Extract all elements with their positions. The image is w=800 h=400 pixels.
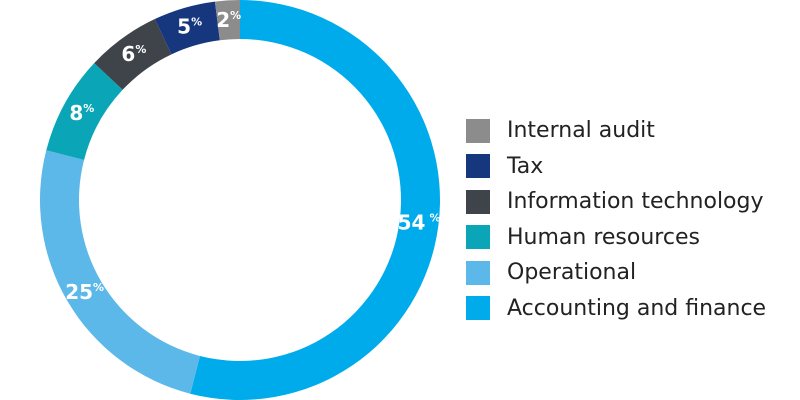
legend-swatch-information-technology (466, 189, 490, 214)
legend-swatch-tax (466, 154, 490, 179)
legend-item-information-technology: Information technology (466, 184, 766, 220)
legend-swatch-accounting-and-finance (466, 296, 490, 321)
legend-item-tax: Tax (466, 149, 766, 185)
legend-label-internal-audit: Internal audit (507, 118, 655, 144)
data-label-information-technology: 6% (121, 42, 146, 66)
data-label-operational: 25% (65, 280, 104, 304)
data-label-tax: 5% (177, 15, 202, 39)
slice-human-resources (46, 63, 123, 160)
legend-label-human-resources: Human resources (507, 224, 700, 250)
legend-swatch-operational (466, 260, 490, 285)
slice-operational (39, 150, 200, 394)
donut-chart: 54 % 25% 8% 6% 5% 2% (39, 0, 441, 400)
slice-internal-audit (214, 0, 240, 41)
donut-data-labels: 54 % 25% 8% 6% 5% 2% (65, 8, 440, 304)
data-label-human-resources: 8% (69, 101, 94, 125)
legend-swatch-internal-audit (466, 118, 490, 143)
legend-swatch-human-resources (466, 225, 490, 250)
chart-legend: Internal audit Tax Information technology H… (466, 113, 766, 326)
legend-label-tax: Tax (507, 153, 544, 179)
legend-item-accounting-and-finance: Accounting and finance (466, 291, 766, 327)
data-label-internal-audit: 2% (216, 8, 241, 32)
legend-label-information-technology: Information technology (507, 189, 764, 215)
donut-slices (39, 0, 440, 400)
slice-tax (154, 1, 220, 55)
legend-item-operational: Operational (466, 255, 766, 291)
legend-label-operational: Operational (507, 260, 637, 286)
legend-item-human-resources: Human resources (466, 220, 766, 256)
slice-information-technology (94, 19, 172, 90)
slice-accounting-and-finance (190, 0, 440, 400)
data-label-accounting-and-finance: 54% (398, 211, 441, 235)
legend-item-internal-audit: Internal audit (466, 113, 766, 149)
legend-label-accounting-and-finance: Accounting and finance (507, 295, 767, 321)
